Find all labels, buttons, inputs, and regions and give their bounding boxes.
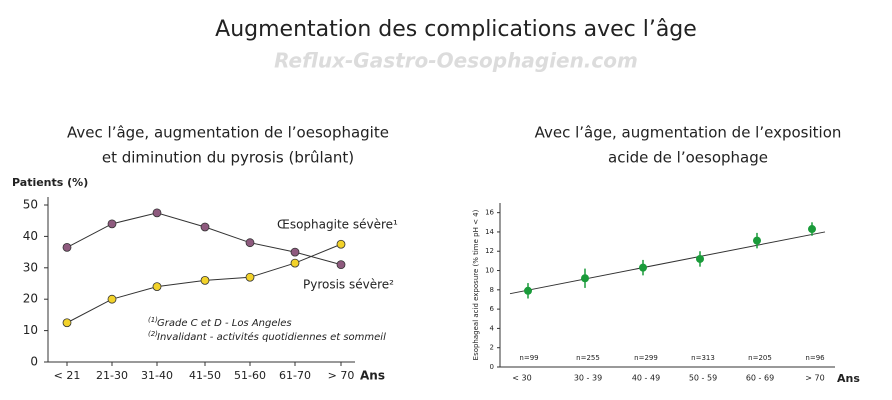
y-axis-label: Esophageal acid exposure (% time pH < 4) <box>472 209 480 360</box>
page-title: Augmentation des complications avec l’âg… <box>215 17 697 42</box>
series-label: Pyrosis sévère² <box>303 278 394 292</box>
y-tick-label: 30 <box>23 260 38 274</box>
data-point <box>290 258 300 268</box>
x-tick-label: > 70 <box>328 369 355 382</box>
y-tick-label: 10 <box>485 267 494 275</box>
data-point <box>336 260 346 270</box>
y-tick-label: 10 <box>23 323 38 337</box>
count-label: n=99 <box>519 354 538 362</box>
x-tick-label: < 21 <box>54 369 81 382</box>
y-axis-label: Patients (%) <box>12 176 88 189</box>
chart-title: Avec l’âge, augmentation de l’exposition <box>535 124 842 142</box>
annotation-marker: (2) <box>148 330 158 338</box>
y-tick-label: 40 <box>23 229 38 243</box>
data-point <box>200 275 210 285</box>
data-point <box>336 239 346 249</box>
data-point <box>753 236 761 245</box>
y-tick-label: 12 <box>485 247 494 255</box>
data-point <box>245 272 255 282</box>
data-point <box>62 318 72 328</box>
x-axis-label: Ans <box>837 372 860 385</box>
x-tick-label: 60 - 69 <box>746 374 774 383</box>
x-tick-label: 50 - 59 <box>689 374 717 383</box>
data-point <box>808 225 816 234</box>
x-tick-label: 21-30 <box>96 369 128 382</box>
x-tick-label: 30 - 39 <box>574 374 602 383</box>
y-tick-label: 4 <box>490 324 495 332</box>
data-point <box>639 263 647 272</box>
data-point <box>152 282 162 292</box>
x-tick-label: 61-70 <box>279 369 311 382</box>
count-label: n=205 <box>748 354 772 362</box>
data-point <box>107 219 117 229</box>
x-tick-label: 41-50 <box>189 369 221 382</box>
y-tick-label: 0 <box>490 363 494 371</box>
annotation-marker: (1) <box>148 316 158 324</box>
y-tick-label: 6 <box>490 305 495 313</box>
data-point <box>581 274 589 283</box>
x-tick-label: > 70 <box>805 374 824 383</box>
x-tick-label: 40 - 49 <box>632 374 660 383</box>
data-point <box>152 208 162 218</box>
y-tick-label: 2 <box>490 344 494 352</box>
annotation: Invalidant - activités quotidiennes et s… <box>157 331 386 343</box>
y-tick-label: 0 <box>30 355 38 369</box>
data-point <box>524 286 532 295</box>
data-point <box>290 247 300 257</box>
x-tick-label: 31-40 <box>141 369 173 382</box>
y-tick-label: 14 <box>485 228 494 236</box>
chart-title: et diminution du pyrosis (brûlant) <box>102 149 354 167</box>
chart-title: acide de l’oesophage <box>608 149 768 167</box>
y-tick-label: 8 <box>490 286 494 294</box>
data-point <box>245 238 255 248</box>
chart-title: Avec l’âge, augmentation de l’oesophagit… <box>67 124 389 142</box>
data-point <box>200 222 210 232</box>
y-tick-label: 50 <box>23 198 38 212</box>
data-point <box>62 242 72 252</box>
count-label: n=313 <box>691 354 715 362</box>
y-tick-label: 20 <box>23 292 38 306</box>
data-point <box>696 254 704 263</box>
x-axis-label: Ans <box>360 369 385 383</box>
trendline <box>509 231 826 295</box>
watermark: Reflux-Gastro-Oesophagien.com <box>274 49 638 73</box>
series-label: Œsophagite sévère¹ <box>277 218 398 232</box>
count-label: n=96 <box>805 354 825 362</box>
count-label: n=255 <box>576 354 600 362</box>
x-tick-label: 51-60 <box>234 369 266 382</box>
count-label: n=299 <box>634 354 658 362</box>
annotation: Grade C et D - Los Angeles <box>157 318 292 329</box>
x-tick-label: < 30 <box>512 374 531 383</box>
y-tick-label: 16 <box>485 209 494 217</box>
data-point <box>107 294 117 304</box>
